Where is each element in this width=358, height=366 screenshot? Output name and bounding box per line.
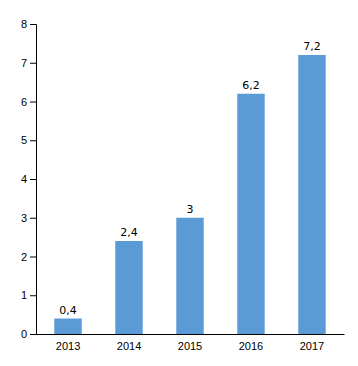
axis-line — [30, 25, 37, 335]
tick: 8 — [21, 18, 36, 30]
bar — [298, 55, 325, 334]
data-label: 6,2 — [242, 79, 260, 92]
data-label: 0,4 — [59, 304, 77, 317]
tick-label: 2015 — [178, 340, 202, 352]
plot: 0 1 2 3 4 5 6 7 8 2013 2014 2015 2016 2017 0,4 2,4 3 6,2 7… — [21, 18, 345, 352]
tick-mark — [30, 334, 36, 335]
data-label: 7,2 — [303, 40, 321, 53]
data-label: 2,4 — [120, 226, 138, 239]
tick-label: 7 — [21, 57, 27, 69]
tick-label: 0 — [21, 328, 27, 340]
tick: 7 — [21, 57, 36, 69]
tick-mark — [30, 63, 36, 64]
tick: 2016 — [239, 340, 263, 352]
tick: 2014 — [117, 340, 141, 352]
data-labels: 0,4 2,4 3 6,2 7,2 — [59, 40, 320, 317]
tick: 3 — [21, 212, 36, 224]
tick-label: 2013 — [56, 340, 80, 352]
tick-label: 8 — [21, 18, 27, 30]
bar — [176, 218, 203, 334]
x-axis: 2013 2014 2015 2016 2017 — [37, 335, 345, 352]
axis-line — [37, 334, 345, 335]
tick-label: 3 — [21, 212, 27, 224]
tick-mark — [30, 218, 36, 219]
tick: 2 — [21, 251, 36, 263]
tick: 4 — [21, 173, 36, 185]
tick-mark — [30, 295, 36, 296]
tick-label: 6 — [21, 96, 27, 108]
tick: 0 — [21, 328, 36, 340]
tick: 2013 — [56, 340, 80, 352]
tick-label: 2014 — [117, 340, 141, 352]
tick-mark — [30, 102, 36, 103]
y-axis: 0 1 2 3 4 5 6 7 8 — [21, 18, 37, 340]
tick-label: 1 — [21, 289, 27, 301]
tick: 6 — [21, 96, 36, 108]
tick-label: 2017 — [300, 340, 324, 352]
data-label: 3 — [187, 203, 194, 216]
tick-mark — [30, 24, 36, 25]
bars — [54, 55, 325, 334]
tick-label: 5 — [21, 134, 27, 146]
tick: 2015 — [178, 340, 202, 352]
tick-label: 4 — [21, 173, 27, 185]
tick: 1 — [21, 289, 36, 301]
bar — [237, 94, 264, 334]
tick: 5 — [21, 134, 36, 146]
bar — [115, 241, 142, 334]
chart: 0 1 2 3 4 5 6 7 8 2013 2014 2015 2016 2017 0,4 2,4 3 6,2 7… — [0, 0, 358, 366]
tick-mark — [30, 257, 36, 258]
tick-mark — [30, 140, 36, 141]
tick-mark — [30, 179, 36, 180]
tick: 2017 — [300, 340, 324, 352]
tick-label: 2016 — [239, 340, 263, 352]
bar — [54, 319, 81, 335]
tick-label: 2 — [21, 251, 27, 263]
